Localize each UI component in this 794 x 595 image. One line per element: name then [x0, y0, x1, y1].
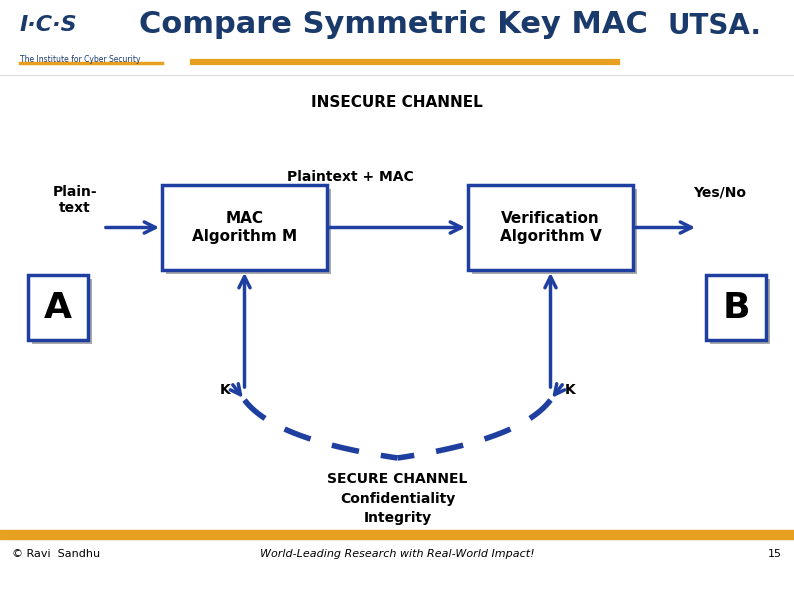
- Text: Plain-
text: Plain- text: [52, 185, 98, 215]
- Text: 15: 15: [768, 549, 782, 559]
- Text: The Institute for Cyber Security: The Institute for Cyber Security: [20, 55, 141, 64]
- Text: Compare Symmetric Key MAC: Compare Symmetric Key MAC: [139, 10, 647, 39]
- FancyBboxPatch shape: [472, 189, 637, 274]
- FancyBboxPatch shape: [166, 189, 331, 274]
- FancyBboxPatch shape: [28, 275, 88, 340]
- Text: INSECURE CHANNEL: INSECURE CHANNEL: [311, 95, 483, 110]
- Bar: [0, 530, 794, 539]
- Text: A: A: [44, 290, 72, 324]
- FancyBboxPatch shape: [32, 279, 92, 344]
- FancyBboxPatch shape: [468, 185, 633, 270]
- Text: B: B: [723, 290, 750, 324]
- Text: MAC
Algorithm M: MAC Algorithm M: [192, 211, 297, 244]
- Text: K: K: [220, 383, 230, 397]
- Text: UTSA.: UTSA.: [668, 12, 762, 40]
- Text: I·C·S: I·C·S: [20, 15, 78, 35]
- Text: World-Leading Research with Real-World Impact!: World-Leading Research with Real-World I…: [260, 549, 534, 559]
- Text: SECURE CHANNEL
Confidentiality
Integrity: SECURE CHANNEL Confidentiality Integrity: [327, 472, 468, 525]
- FancyBboxPatch shape: [706, 275, 766, 340]
- FancyBboxPatch shape: [710, 279, 770, 344]
- Text: Yes/No: Yes/No: [693, 185, 746, 199]
- FancyBboxPatch shape: [162, 185, 327, 270]
- Text: K: K: [565, 383, 575, 397]
- Text: Plaintext + MAC: Plaintext + MAC: [287, 170, 414, 184]
- Text: © Ravi  Sandhu: © Ravi Sandhu: [12, 549, 100, 559]
- Text: Verification
Algorithm V: Verification Algorithm V: [499, 211, 601, 244]
